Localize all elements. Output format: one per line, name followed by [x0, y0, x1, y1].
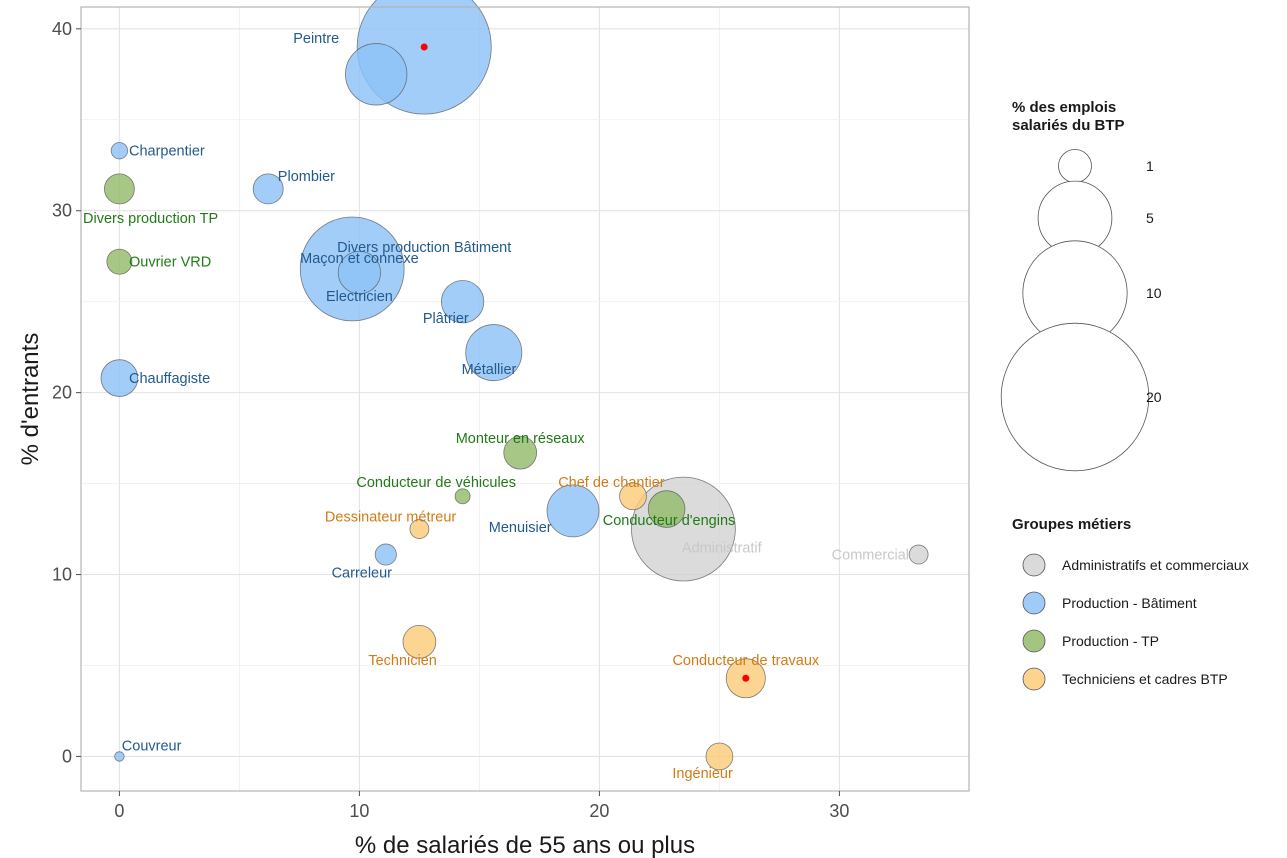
bubble [374, 543, 397, 566]
point-label: Conducteur de travaux [672, 653, 819, 669]
bubble [110, 142, 129, 160]
point-labels: Divers production Bâtiment Peintre Charpen… [83, 31, 909, 782]
point-label: Menuisier [489, 520, 552, 536]
point-label: Chauffagiste [129, 371, 210, 387]
point-label: Chef de chantier [558, 475, 665, 491]
point-label: Divers production TP [83, 211, 218, 227]
bubble [104, 173, 135, 205]
point-label: Technicien [368, 653, 437, 669]
bubble [454, 488, 471, 505]
point-label: Commercial [832, 548, 909, 564]
x-tick-label: 30 [829, 801, 849, 821]
bubble [100, 359, 139, 397]
y-tick-label: 20 [52, 383, 72, 403]
bubble [440, 280, 485, 324]
y-tick-label: 0 [62, 746, 72, 766]
x-tick-label: 20 [589, 801, 609, 821]
size-legend-title: % des emplois [1012, 99, 1116, 116]
size-legend-label: 20 [1146, 389, 1162, 405]
group-legend-label: Techniciens et cadres BTP [1062, 671, 1228, 687]
point-label: Administratif [682, 540, 763, 556]
bubble [114, 751, 125, 762]
group-legend: Groupes métiers Administratifs et commerc… [1012, 516, 1249, 691]
point-label: Plombier [278, 169, 335, 185]
group-legend-key [1022, 553, 1046, 577]
bubble [252, 173, 284, 205]
x-tick-label: 10 [349, 801, 369, 821]
group-legend-key [1022, 629, 1046, 653]
point-label: Ouvrier VRD [129, 255, 211, 271]
highlight-dot [420, 43, 428, 51]
point-label: Couvreur [122, 739, 182, 755]
point-label: Divers production Bâtiment [337, 240, 511, 256]
bubble [402, 625, 437, 659]
point-label: Peintre [293, 31, 339, 47]
size-legend-label: 10 [1146, 285, 1162, 301]
bubble [106, 248, 133, 275]
bubble [908, 544, 929, 565]
bubbles [100, 0, 929, 771]
bubble [409, 519, 430, 539]
group-legend-key [1022, 667, 1046, 691]
bubble [619, 482, 647, 511]
size-legend-key [1058, 149, 1092, 183]
group-legend-label: Administratifs et commerciaux [1062, 557, 1249, 573]
size-legend-label: 1 [1146, 158, 1154, 174]
bubble [705, 742, 734, 771]
group-legend-label: Production - TP [1062, 633, 1159, 649]
plot-panel-border [80, 6, 970, 792]
point-label: Dessinateur métreur [325, 509, 457, 525]
y-tick-label: 30 [52, 201, 72, 221]
point-label: Métallier [462, 362, 517, 378]
y-tick-label: 40 [52, 19, 72, 39]
x-tick-label: 0 [114, 801, 124, 821]
point-label: Carreleur [332, 566, 393, 582]
y-axis-title: % d'entrants [17, 333, 44, 466]
group-legend-key [1022, 591, 1046, 615]
point-label: Conducteur de véhicules [356, 475, 516, 491]
y-tick-label: 10 [52, 565, 72, 585]
bubble [546, 484, 600, 538]
highlight-dot [742, 674, 750, 682]
bubble [647, 490, 686, 528]
size-legend-key [1000, 322, 1150, 472]
axis-ticks: 0 10 20 30 0 10 20 30 40 [52, 19, 849, 821]
group-legend-title: Groupes métiers [1012, 516, 1131, 533]
bubble [465, 324, 523, 382]
point-label: Ingénieur [672, 766, 733, 782]
bubble [503, 435, 538, 470]
point-label: Conducteur d'engins [603, 513, 736, 529]
point-label: Monteur en réseaux [456, 431, 586, 447]
point-label: Electricien [326, 289, 393, 305]
size-legend-title: salariés du BTP [1012, 117, 1125, 134]
bubble [631, 476, 736, 582]
point-label: Plâtrier [423, 311, 469, 327]
grid [81, 7, 969, 791]
size-legend-label: 5 [1146, 210, 1154, 226]
x-axis-title: % de salariés de 55 ans ou plus [355, 832, 695, 858]
bubble [345, 43, 408, 106]
group-legend-label: Production - Bâtiment [1062, 595, 1197, 611]
point-label: Charpentier [129, 144, 205, 160]
point-label: Maçon et connexe [300, 251, 419, 267]
bubble [337, 250, 382, 295]
